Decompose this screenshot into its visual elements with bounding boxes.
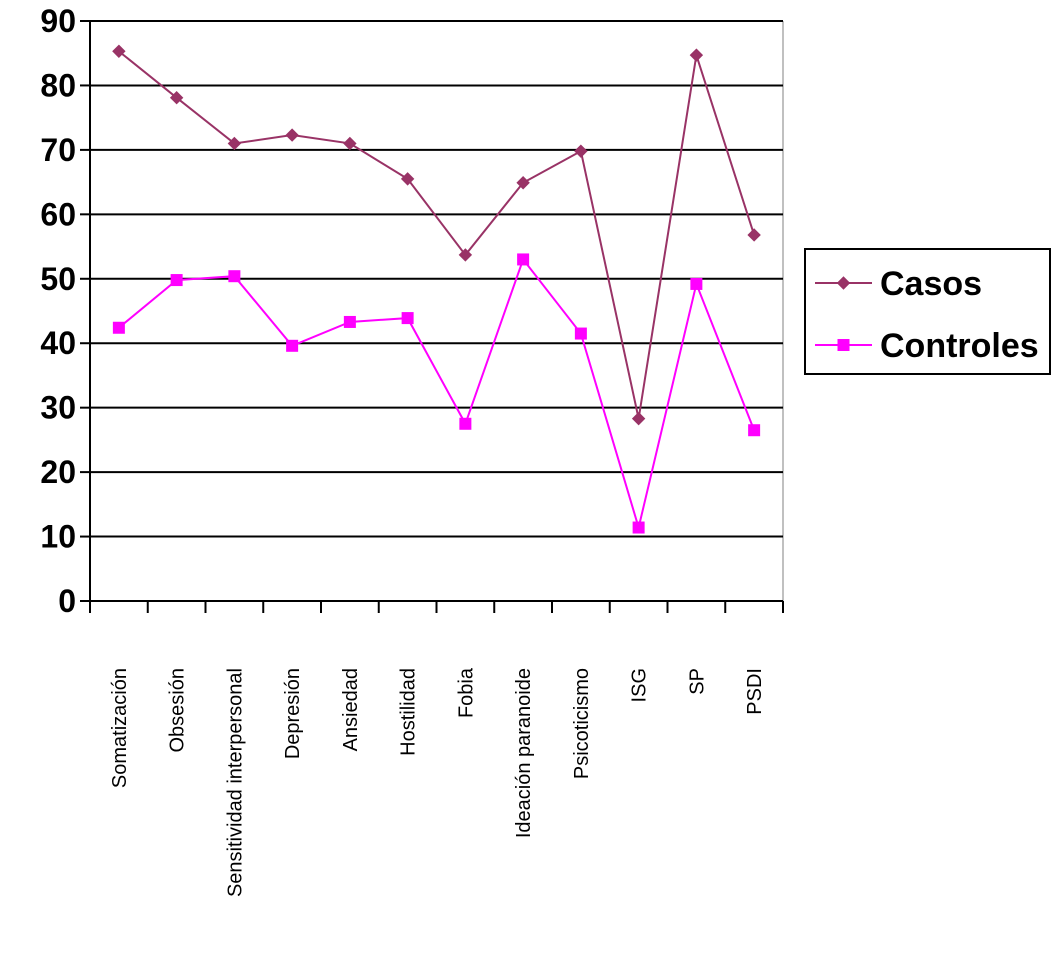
y-tick-label: 0 [58,583,76,619]
data-point [459,417,472,430]
y-tick-label: 10 [40,519,76,555]
data-point [632,521,645,534]
legend-marker [836,276,851,290]
data-point [227,136,242,151]
legend-box [804,248,1051,375]
x-tick-label: Ansiedad [340,668,362,751]
y-tick-label: 50 [40,261,76,297]
data-point [112,44,126,58]
data-point [690,277,703,290]
data-point [574,144,588,158]
data-point [401,312,414,325]
series-layer [112,44,761,534]
y-tick-label: 40 [40,325,76,361]
y-tick-label: 70 [40,132,76,168]
data-point [747,228,761,242]
legend: Casos Controles [804,248,1051,375]
gridlines [90,20,784,601]
y-tick-label: 20 [40,454,76,490]
x-tick-label: Somatización [109,668,131,788]
data-point [748,424,761,437]
data-point [343,136,357,151]
data-point [169,90,184,105]
x-tick-label: Obsesión [167,668,189,753]
data-point [631,411,646,426]
y-tick-label: 80 [40,67,76,103]
series-controles [112,253,761,534]
y-tick-label: 90 [40,3,76,39]
x-tick-label: Psicoticismo [571,668,593,779]
series-line [118,50,756,419]
legend-marker [837,339,850,351]
legend-label: Casos [880,265,982,303]
y-tick-label: 30 [40,390,76,426]
x-tick-label: ISG [629,668,651,702]
legend-item-controles: Controles [815,327,1039,365]
data-point [689,48,704,62]
data-point [170,274,183,287]
data-point [343,315,356,328]
y-axis: 0 10 20 30 40 50 60 70 80 90 [40,3,91,619]
data-point [458,248,473,262]
y-tick-label: 60 [40,196,76,232]
data-point [400,172,415,186]
series-casos [112,44,761,426]
legend-item-casos: Casos [815,265,982,303]
series-line [118,257,756,532]
x-tick-label: Depresión [282,668,304,759]
legend-label: Controles [880,327,1039,365]
data-point [574,327,587,340]
data-point [516,176,530,190]
x-tick-label: PSDI [744,668,766,715]
x-tick-label: SP [686,668,708,695]
x-axis: Somatización Obsesión Sensitividad interpe… [89,600,784,897]
x-tick-label: Fobia [455,667,477,718]
x-tick-label: Ideación paranoide [513,668,535,838]
x-tick-label: Hostilidad [398,668,420,756]
data-point [286,339,299,352]
data-point [285,128,299,142]
x-tick-label: Sensitividad interpersonal [224,668,246,897]
data-point [228,270,241,283]
data-point [112,321,125,334]
data-point [517,253,530,266]
